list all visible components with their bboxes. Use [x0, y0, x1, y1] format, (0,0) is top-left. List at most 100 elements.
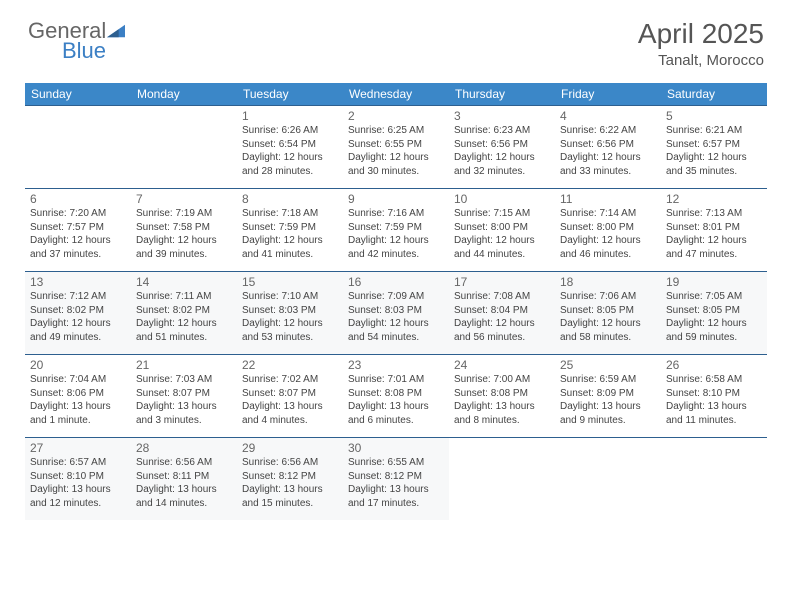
calendar-day: 12Sunrise: 7:13 AMSunset: 8:01 PMDayligh… [661, 189, 767, 272]
calendar-day: 3Sunrise: 6:23 AMSunset: 6:56 PMDaylight… [449, 106, 555, 189]
day-details: Sunrise: 7:03 AMSunset: 8:07 PMDaylight:… [136, 373, 232, 427]
day-number: 25 [560, 358, 656, 372]
weekday-header: Saturday [661, 83, 767, 106]
calendar-day: 18Sunrise: 7:06 AMSunset: 8:05 PMDayligh… [555, 272, 661, 355]
calendar-day: 2Sunrise: 6:25 AMSunset: 6:55 PMDaylight… [343, 106, 449, 189]
calendar-day: 29Sunrise: 6:56 AMSunset: 8:12 PMDayligh… [237, 438, 343, 521]
day-details: Sunrise: 7:05 AMSunset: 8:05 PMDaylight:… [666, 290, 762, 344]
calendar-day: 1Sunrise: 6:26 AMSunset: 6:54 PMDaylight… [237, 106, 343, 189]
page-header: GeneralBlue April 2025 Tanalt, Morocco [0, 0, 792, 77]
day-number: 15 [242, 275, 338, 289]
day-details: Sunrise: 6:56 AMSunset: 8:12 PMDaylight:… [242, 456, 338, 510]
calendar-day: 15Sunrise: 7:10 AMSunset: 8:03 PMDayligh… [237, 272, 343, 355]
calendar-day: 27Sunrise: 6:57 AMSunset: 8:10 PMDayligh… [25, 438, 131, 521]
calendar-day: 4Sunrise: 6:22 AMSunset: 6:56 PMDaylight… [555, 106, 661, 189]
day-details: Sunrise: 7:00 AMSunset: 8:08 PMDaylight:… [454, 373, 550, 427]
day-number: 5 [666, 109, 762, 123]
calendar-day: 11Sunrise: 7:14 AMSunset: 8:00 PMDayligh… [555, 189, 661, 272]
day-details: Sunrise: 7:01 AMSunset: 8:08 PMDaylight:… [348, 373, 444, 427]
day-number: 12 [666, 192, 762, 206]
calendar-day: 25Sunrise: 6:59 AMSunset: 8:09 PMDayligh… [555, 355, 661, 438]
day-number: 8 [242, 192, 338, 206]
day-number: 6 [30, 192, 126, 206]
day-number: 11 [560, 192, 656, 206]
day-details: Sunrise: 7:20 AMSunset: 7:57 PMDaylight:… [30, 207, 126, 261]
logo-triangle-icon [107, 24, 125, 38]
day-details: Sunrise: 7:09 AMSunset: 8:03 PMDaylight:… [348, 290, 444, 344]
day-details: Sunrise: 7:08 AMSunset: 8:04 PMDaylight:… [454, 290, 550, 344]
day-details: Sunrise: 7:13 AMSunset: 8:01 PMDaylight:… [666, 207, 762, 261]
day-number: 4 [560, 109, 656, 123]
title-block: April 2025 Tanalt, Morocco [638, 18, 764, 69]
weekday-header: Thursday [449, 83, 555, 106]
calendar-day: 8Sunrise: 7:18 AMSunset: 7:59 PMDaylight… [237, 189, 343, 272]
day-number: 26 [666, 358, 762, 372]
calendar-day: 16Sunrise: 7:09 AMSunset: 8:03 PMDayligh… [343, 272, 449, 355]
calendar-day: 21Sunrise: 7:03 AMSunset: 8:07 PMDayligh… [131, 355, 237, 438]
calendar-empty [131, 106, 237, 189]
calendar-day: 10Sunrise: 7:15 AMSunset: 8:00 PMDayligh… [449, 189, 555, 272]
location-label: Tanalt, Morocco [638, 52, 764, 69]
weekday-header: Sunday [25, 83, 131, 106]
day-number: 17 [454, 275, 550, 289]
calendar-day: 17Sunrise: 7:08 AMSunset: 8:04 PMDayligh… [449, 272, 555, 355]
calendar-day: 14Sunrise: 7:11 AMSunset: 8:02 PMDayligh… [131, 272, 237, 355]
calendar-day: 9Sunrise: 7:16 AMSunset: 7:59 PMDaylight… [343, 189, 449, 272]
calendar-day: 20Sunrise: 7:04 AMSunset: 8:06 PMDayligh… [25, 355, 131, 438]
calendar-empty [25, 106, 131, 189]
calendar-day: 19Sunrise: 7:05 AMSunset: 8:05 PMDayligh… [661, 272, 767, 355]
day-details: Sunrise: 6:59 AMSunset: 8:09 PMDaylight:… [560, 373, 656, 427]
day-details: Sunrise: 7:02 AMSunset: 8:07 PMDaylight:… [242, 373, 338, 427]
calendar-day: 23Sunrise: 7:01 AMSunset: 8:08 PMDayligh… [343, 355, 449, 438]
calendar-week: 6Sunrise: 7:20 AMSunset: 7:57 PMDaylight… [25, 189, 767, 272]
day-details: Sunrise: 6:58 AMSunset: 8:10 PMDaylight:… [666, 373, 762, 427]
calendar-day: 22Sunrise: 7:02 AMSunset: 8:07 PMDayligh… [237, 355, 343, 438]
day-number: 16 [348, 275, 444, 289]
day-details: Sunrise: 6:57 AMSunset: 8:10 PMDaylight:… [30, 456, 126, 510]
day-details: Sunrise: 7:15 AMSunset: 8:00 PMDaylight:… [454, 207, 550, 261]
calendar-day: 13Sunrise: 7:12 AMSunset: 8:02 PMDayligh… [25, 272, 131, 355]
day-number: 13 [30, 275, 126, 289]
day-details: Sunrise: 7:12 AMSunset: 8:02 PMDaylight:… [30, 290, 126, 344]
day-details: Sunrise: 6:25 AMSunset: 6:55 PMDaylight:… [348, 124, 444, 178]
calendar-table: SundayMondayTuesdayWednesdayThursdayFrid… [25, 83, 767, 520]
day-details: Sunrise: 7:14 AMSunset: 8:00 PMDaylight:… [560, 207, 656, 261]
weekday-header: Wednesday [343, 83, 449, 106]
day-number: 19 [666, 275, 762, 289]
calendar-day: 24Sunrise: 7:00 AMSunset: 8:08 PMDayligh… [449, 355, 555, 438]
calendar-week: 20Sunrise: 7:04 AMSunset: 8:06 PMDayligh… [25, 355, 767, 438]
calendar-head: SundayMondayTuesdayWednesdayThursdayFrid… [25, 83, 767, 106]
day-number: 30 [348, 441, 444, 455]
day-number: 28 [136, 441, 232, 455]
day-details: Sunrise: 7:18 AMSunset: 7:59 PMDaylight:… [242, 207, 338, 261]
day-number: 22 [242, 358, 338, 372]
calendar-body: 1Sunrise: 6:26 AMSunset: 6:54 PMDaylight… [25, 106, 767, 521]
day-number: 9 [348, 192, 444, 206]
weekday-header: Monday [131, 83, 237, 106]
calendar-week: 27Sunrise: 6:57 AMSunset: 8:10 PMDayligh… [25, 438, 767, 521]
day-number: 24 [454, 358, 550, 372]
weekday-header: Tuesday [237, 83, 343, 106]
day-details: Sunrise: 6:22 AMSunset: 6:56 PMDaylight:… [560, 124, 656, 178]
calendar-day: 7Sunrise: 7:19 AMSunset: 7:58 PMDaylight… [131, 189, 237, 272]
logo: GeneralBlue [28, 18, 125, 64]
day-details: Sunrise: 6:21 AMSunset: 6:57 PMDaylight:… [666, 124, 762, 178]
calendar-day: 26Sunrise: 6:58 AMSunset: 8:10 PMDayligh… [661, 355, 767, 438]
day-details: Sunrise: 7:10 AMSunset: 8:03 PMDaylight:… [242, 290, 338, 344]
day-details: Sunrise: 6:26 AMSunset: 6:54 PMDaylight:… [242, 124, 338, 178]
calendar-empty [555, 438, 661, 521]
day-number: 29 [242, 441, 338, 455]
day-details: Sunrise: 7:06 AMSunset: 8:05 PMDaylight:… [560, 290, 656, 344]
day-details: Sunrise: 6:56 AMSunset: 8:11 PMDaylight:… [136, 456, 232, 510]
day-details: Sunrise: 6:55 AMSunset: 8:12 PMDaylight:… [348, 456, 444, 510]
calendar-empty [449, 438, 555, 521]
day-number: 18 [560, 275, 656, 289]
month-title: April 2025 [638, 18, 764, 50]
day-number: 14 [136, 275, 232, 289]
day-number: 10 [454, 192, 550, 206]
day-details: Sunrise: 7:16 AMSunset: 7:59 PMDaylight:… [348, 207, 444, 261]
day-number: 2 [348, 109, 444, 123]
day-details: Sunrise: 7:11 AMSunset: 8:02 PMDaylight:… [136, 290, 232, 344]
day-number: 20 [30, 358, 126, 372]
day-details: Sunrise: 7:04 AMSunset: 8:06 PMDaylight:… [30, 373, 126, 427]
